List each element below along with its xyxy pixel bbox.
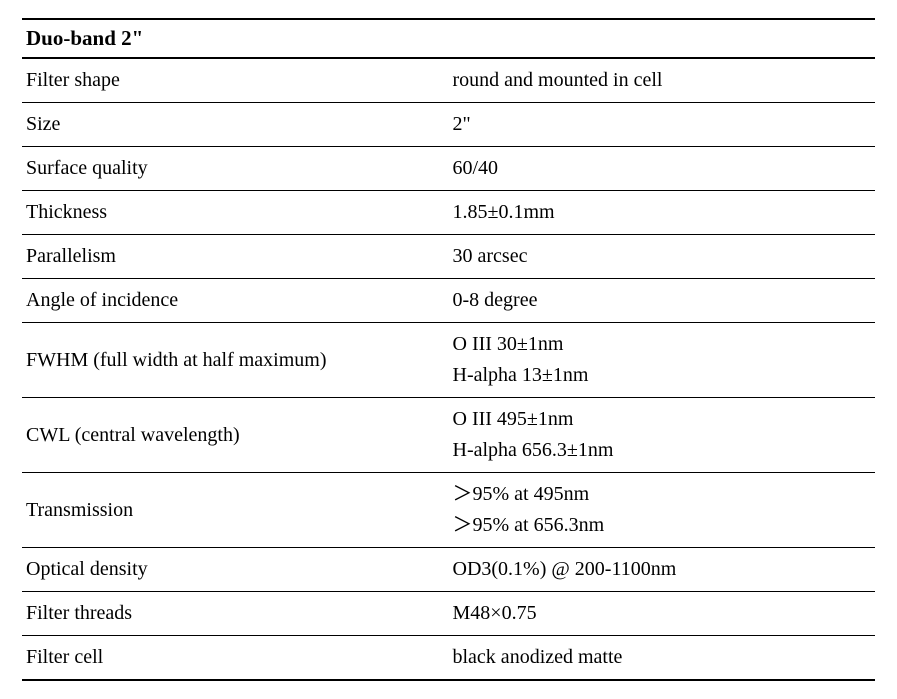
row-value: 60/40 xyxy=(449,147,876,191)
row-value: M48×0.75 xyxy=(449,592,876,636)
row-value: 1.85±0.1mm xyxy=(449,191,876,235)
table-row: FWHM (full width at half maximum) O III … xyxy=(22,323,875,398)
row-label: Filter cell xyxy=(22,636,449,681)
table-row: Filter shape round and mounted in cell xyxy=(22,58,875,103)
row-value: 2" xyxy=(449,103,876,147)
spec-table: Duo-band 2" Filter shape round and mount… xyxy=(22,18,875,681)
table-row: Angle of incidence 0-8 degree xyxy=(22,279,875,323)
row-label: Filter threads xyxy=(22,592,449,636)
row-label: CWL (central wavelength) xyxy=(22,398,449,473)
row-value: round and mounted in cell xyxy=(449,58,876,103)
table-row: Size 2" xyxy=(22,103,875,147)
row-value: OD3(0.1%) @ 200-1100nm xyxy=(449,548,876,592)
row-label: Parallelism xyxy=(22,235,449,279)
table-row: Optical density OD3(0.1%) @ 200-1100nm xyxy=(22,548,875,592)
row-value: O III 495±1nm H-alpha 656.3±1nm xyxy=(449,398,876,473)
row-label: Transmission xyxy=(22,473,449,548)
table-row: Filter threads M48×0.75 xyxy=(22,592,875,636)
table-row: Parallelism 30 arcsec xyxy=(22,235,875,279)
row-value: O III 30±1nm H-alpha 13±1nm xyxy=(449,323,876,398)
row-label: Angle of incidence xyxy=(22,279,449,323)
row-label: Size xyxy=(22,103,449,147)
table-row: Thickness 1.85±0.1mm xyxy=(22,191,875,235)
row-value: ＞95% at 495nm ＞95% at 656.3nm xyxy=(449,473,876,548)
row-label: Filter shape xyxy=(22,58,449,103)
row-label: FWHM (full width at half maximum) xyxy=(22,323,449,398)
table-row: CWL (central wavelength) O III 495±1nm H… xyxy=(22,398,875,473)
row-value: black anodized matte xyxy=(449,636,876,681)
row-label: Surface quality xyxy=(22,147,449,191)
table-title: Duo-band 2" xyxy=(22,19,875,58)
row-label: Optical density xyxy=(22,548,449,592)
table-row: Surface quality 60/40 xyxy=(22,147,875,191)
row-value: 30 arcsec xyxy=(449,235,876,279)
row-label: Thickness xyxy=(22,191,449,235)
table-row: Transmission ＞95% at 495nm ＞95% at 656.3… xyxy=(22,473,875,548)
table-row: Filter cell black anodized matte xyxy=(22,636,875,681)
row-value: 0-8 degree xyxy=(449,279,876,323)
